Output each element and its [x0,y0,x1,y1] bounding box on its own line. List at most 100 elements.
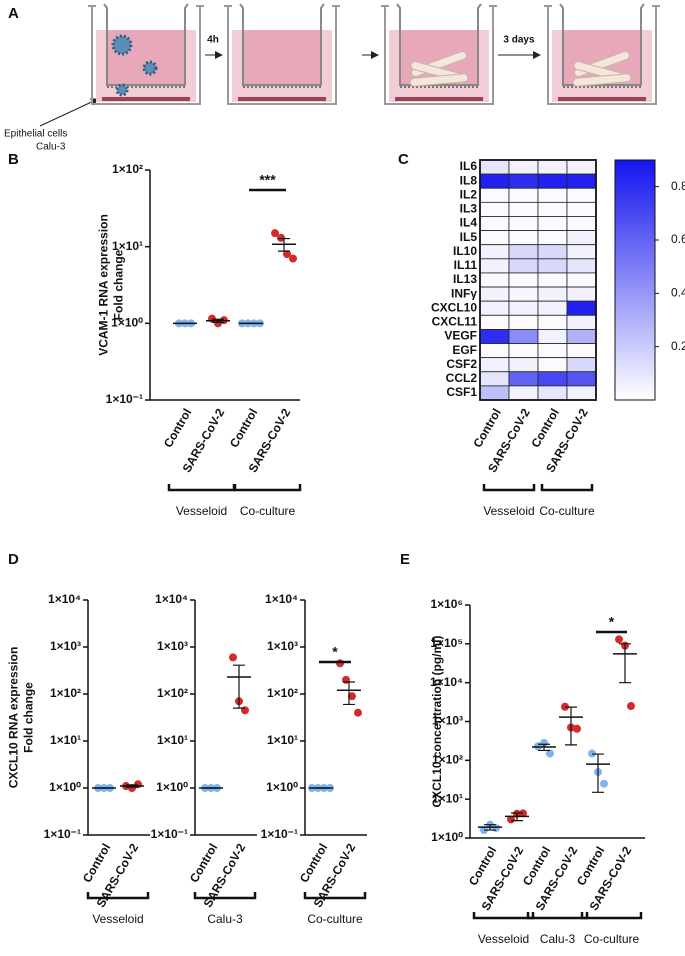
heatmap-cell [508,173,539,189]
heatmap-cell [479,272,510,288]
heatmap-cell [479,343,510,359]
heatmap-cell [537,272,568,288]
group-bracket [540,484,594,492]
data-point [348,692,356,701]
cell-layer [102,97,190,101]
arrow-label: 4h [207,35,219,46]
callout-arrow [39,98,99,127]
heatmap-cell [479,258,510,274]
panel-label: D [8,551,19,568]
heatmap-cell [508,258,539,274]
row-label: IL6 [460,159,478,173]
data-point [540,738,548,747]
virus [115,83,129,97]
arrow-label: 3 days [503,35,535,46]
x-tick-label: Control [227,406,260,450]
group-label: Co-culture [539,504,595,518]
y-tick-label: 1×10⁴ [430,675,463,689]
cell-layer [238,97,326,101]
heatmap-cell [537,173,568,189]
x-tick-label: Control [161,406,194,450]
y-tick-label: 1×10³ [432,714,463,728]
y-tick-label: 1×10⁰ [111,316,143,330]
virus [111,34,133,56]
y-tick-label: 1×10⁰ [431,830,463,844]
y-axis-label: Fold change [22,682,36,753]
heatmap-cell [537,314,568,330]
heatmap-cell [537,357,568,373]
heatmap-cell [508,314,539,330]
heatmap-cell [508,159,539,175]
data-point [507,815,515,824]
y-tick-label: 1×10⁰ [49,780,81,794]
y-tick-label: 1×10² [112,162,143,176]
colorbar-label: 0.8 [671,179,685,193]
heatmap-cell [537,385,568,401]
heatmap-cell [537,201,568,217]
heatmap-cell [566,357,597,373]
y-axis-label: Fold change [112,249,126,320]
panel-label: E [400,551,410,568]
row-label: IL10 [453,244,477,258]
heatmap-cell [566,173,597,189]
heatmap-cell [566,329,597,344]
group-bracket [580,912,643,920]
heatmap-cell [566,159,597,175]
cell [409,73,469,87]
heatmap-cell [508,343,539,359]
heatmap-cell [537,159,568,175]
group-bracket [472,912,535,920]
y-tick-label: 1×10⁵ [430,636,463,650]
heatmap-cell [479,230,510,246]
row-label: VEGF [444,329,477,343]
group-label: Co-culture [584,932,640,946]
y-tick-label: 1×10¹ [50,733,81,747]
heatmap-cell [508,244,539,260]
group-label: Co-culture [307,912,363,926]
y-tick-label: 1×10³ [50,639,81,653]
y-tick-label: 1×10⁻¹ [44,827,81,841]
heatmap-cell [508,300,539,316]
y-tick-label: 1×10¹ [432,791,463,805]
heatmap-cell [508,286,539,302]
y-tick-label: 1×10¹ [157,733,188,747]
schematic: A 4h 3 days Epithelial cells Calu-3 [4,3,660,153]
y-tick-label: 1×10² [157,686,188,700]
heatmap-cell [508,357,539,373]
callout: Calu-3 [36,142,66,153]
y-tick-label: 1×10⁴ [265,592,298,606]
y-tick-label: 1×10⁴ [155,592,188,606]
row-label: EGF [452,343,477,357]
heatmap-cell [566,272,597,288]
heatmap-cell [537,343,568,359]
heatmap-cell [566,201,597,217]
heatmap-cell [508,371,539,387]
heatmap-cell [537,286,568,302]
heatmap-cell [508,385,539,401]
insert [239,3,325,86]
data-point [289,254,297,263]
panel-label: C [398,151,409,168]
heatmap-cell [479,187,510,203]
callout: Epithelial cells [4,129,67,140]
y-tick-label: 1×10¹ [267,733,298,747]
row-label: INFγ [451,286,477,300]
data-point [354,708,362,717]
data-point [277,233,285,242]
panel-label: B [8,151,19,168]
colorbar [614,159,656,401]
y-tick-label: 1×10² [432,753,463,767]
y-tick-label: 1×10¹ [112,239,143,253]
significance-label: *** [259,172,276,188]
heatmap-cell [508,201,539,217]
heatmap-cell [537,230,568,246]
heatmap-cell [479,371,510,387]
row-label: CSF1 [446,385,477,399]
row-label: CXCL10 [431,300,477,314]
y-axis-label: CXCL10 RNA expression [7,647,21,789]
group-label: Vesseloid [176,504,227,518]
heatmap-cell [537,329,568,344]
data-point [283,250,291,259]
error-bar [619,643,631,684]
data-point [600,779,608,788]
